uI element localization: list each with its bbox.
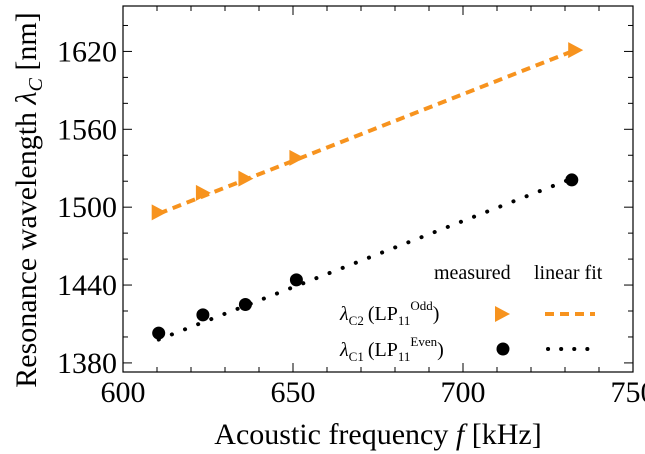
fit-line-c2 <box>157 48 576 216</box>
y-tick-label: 1440 <box>57 269 117 302</box>
x-tick-label: 650 <box>271 376 316 409</box>
legend-header-measured: measured <box>434 262 511 284</box>
data-points <box>151 42 584 340</box>
axis-ticks <box>122 6 634 372</box>
point-c1 <box>289 273 303 287</box>
legend-marker-c1 <box>496 342 510 356</box>
y-tick-label: 1560 <box>57 113 117 146</box>
fit-line-c1 <box>156 176 574 342</box>
point-c2 <box>195 184 211 201</box>
x-tick-label: 600 <box>101 376 146 409</box>
point-c1 <box>565 173 579 187</box>
point-c2 <box>238 170 254 187</box>
plot-frame <box>122 5 634 373</box>
y-axis-title: Resonance wavelength λC [nm] <box>10 12 47 387</box>
legend: measured linear fit λC2 (LP11Odd) λC1 (LP1… <box>339 262 603 364</box>
y-tick-label: 1500 <box>57 191 117 224</box>
fit-lines <box>156 48 576 342</box>
legend-label-c1: λC1 (LP11Even) <box>339 334 444 364</box>
axis-tick-labels: 600 650 700 750 1380 1440 1500 1560 1620 <box>57 35 645 409</box>
x-tick-label: 700 <box>441 376 486 409</box>
legend-marker-c2 <box>495 306 510 322</box>
point-c2 <box>568 42 584 59</box>
point-c2 <box>289 149 305 166</box>
legend-header-linear-fit: linear fit <box>534 262 603 284</box>
point-c1 <box>238 298 252 312</box>
point-c2 <box>151 204 167 221</box>
x-tick-label: 750 <box>611 376 645 409</box>
y-tick-label: 1380 <box>57 347 117 380</box>
y-tick-label: 1620 <box>57 35 117 68</box>
legend-label-c2: λC2 (LP11Odd) <box>339 298 439 328</box>
x-axis-title: Acoustic frequency f [kHz] <box>214 418 541 451</box>
point-c1 <box>152 326 166 340</box>
point-c1 <box>196 308 210 322</box>
